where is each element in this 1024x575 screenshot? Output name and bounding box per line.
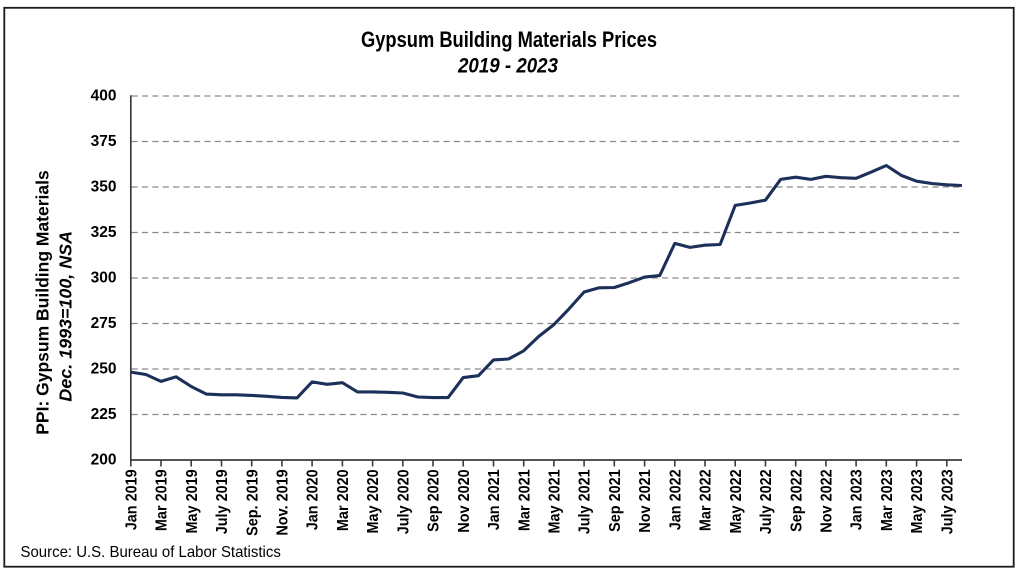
svg-text:Mar 2022: Mar 2022 bbox=[698, 469, 715, 531]
svg-text:PPI: Gypsum Building Materials: PPI: Gypsum Building Materials bbox=[33, 170, 53, 435]
svg-text:Sep 2021: Sep 2021 bbox=[607, 469, 624, 532]
svg-text:Mar 2020: Mar 2020 bbox=[335, 469, 352, 531]
svg-text:July 2020: July 2020 bbox=[395, 469, 412, 534]
svg-text:Gypsum Building Materials Pric: Gypsum Building Materials Prices bbox=[361, 27, 657, 52]
svg-text:Nov. 2019: Nov. 2019 bbox=[275, 469, 292, 536]
svg-text:Sep. 2019: Sep. 2019 bbox=[244, 469, 261, 536]
svg-text:Nov 2021: Nov 2021 bbox=[637, 469, 654, 533]
svg-text:Jan 2022: Jan 2022 bbox=[667, 469, 684, 530]
svg-text:325: 325 bbox=[91, 224, 117, 241]
svg-text:July 2023: July 2023 bbox=[939, 469, 956, 534]
svg-text:May 2021: May 2021 bbox=[547, 469, 564, 534]
svg-text:275: 275 bbox=[91, 315, 117, 332]
svg-text:Nov 2020: Nov 2020 bbox=[456, 469, 473, 532]
svg-text:Mar 2023: Mar 2023 bbox=[879, 469, 896, 531]
svg-text:Sep 2020: Sep 2020 bbox=[426, 469, 443, 532]
svg-text:July 2022: July 2022 bbox=[758, 469, 775, 534]
svg-text:Source: U.S. Bureau of Labor S: Source: U.S. Bureau of Labor Statistics bbox=[21, 544, 281, 561]
svg-text:Nov 2022: Nov 2022 bbox=[819, 469, 836, 532]
svg-text:Jan 2019: Jan 2019 bbox=[123, 469, 140, 530]
svg-text:Jan 2023: Jan 2023 bbox=[849, 469, 866, 530]
svg-text:Dec. 1993=100, NSA: Dec. 1993=100, NSA bbox=[56, 231, 76, 402]
svg-text:May 2020: May 2020 bbox=[365, 469, 382, 533]
svg-text:200: 200 bbox=[91, 451, 117, 468]
svg-text:Sep 2022: Sep 2022 bbox=[788, 469, 805, 532]
svg-text:July 2021: July 2021 bbox=[577, 469, 594, 534]
svg-text:May 2022: May 2022 bbox=[728, 469, 745, 533]
svg-text:375: 375 bbox=[91, 133, 117, 150]
svg-text:Mar 2019: Mar 2019 bbox=[154, 469, 171, 531]
svg-text:May 2023: May 2023 bbox=[909, 469, 926, 534]
svg-text:May 2019: May 2019 bbox=[184, 469, 201, 534]
svg-text:Mar 2021: Mar 2021 bbox=[516, 469, 533, 531]
svg-text:July 2019: July 2019 bbox=[214, 469, 231, 534]
svg-text:2019 - 2023: 2019 - 2023 bbox=[457, 54, 558, 78]
svg-text:Jan 2021: Jan 2021 bbox=[486, 469, 503, 530]
svg-text:250: 250 bbox=[91, 360, 117, 377]
svg-text:300: 300 bbox=[91, 269, 117, 286]
svg-text:350: 350 bbox=[91, 178, 117, 195]
svg-text:Jan 2020: Jan 2020 bbox=[305, 469, 322, 530]
svg-text:400: 400 bbox=[91, 87, 117, 104]
svg-text:225: 225 bbox=[91, 406, 117, 423]
